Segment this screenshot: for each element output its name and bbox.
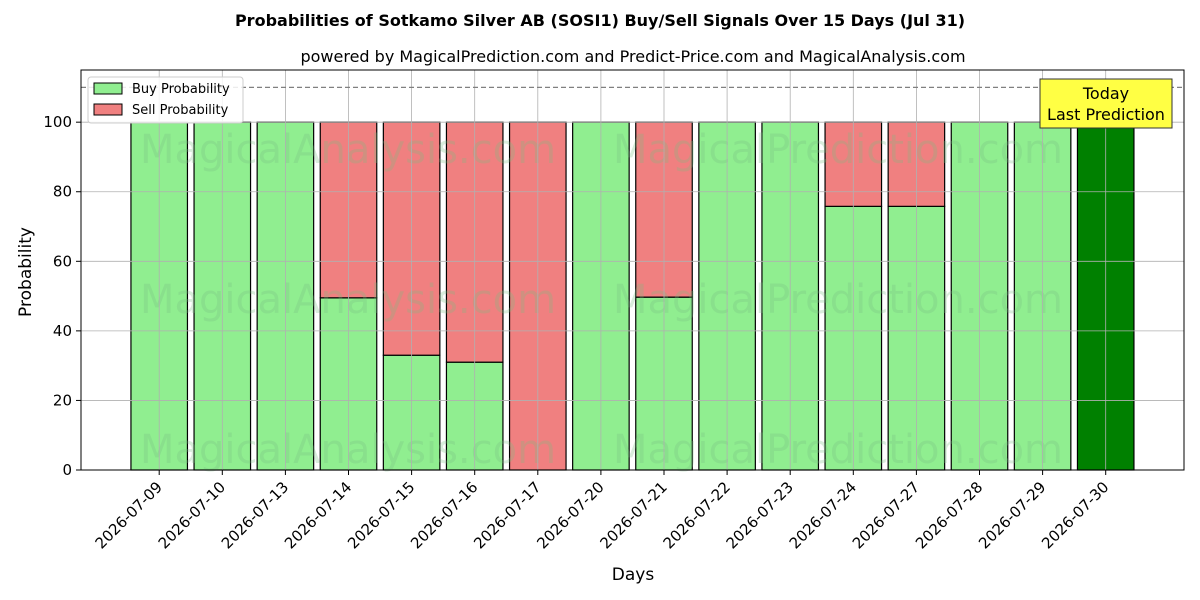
y-tick-label: 20 [53, 391, 72, 409]
legend-label: Buy Probability [132, 82, 230, 97]
y-axis-label: Probability [16, 227, 36, 317]
y-tick-label: 40 [53, 322, 72, 340]
today-box [1039, 78, 1173, 129]
y-tick-label: 60 [53, 252, 72, 270]
chart-title: Probabilities of Sotkamo Silver AB (SOSI… [235, 11, 965, 30]
legend-label: Sell Probability [132, 103, 229, 118]
legend-swatch [93, 103, 123, 116]
plot-frame [80, 69, 1185, 471]
y-tick-label: 0 [62, 461, 72, 479]
watermark-text: MagicalPrediction.com [613, 127, 1063, 173]
x-axis-label: Days [612, 565, 655, 585]
y-tick-label: 100 [43, 113, 72, 131]
today-annotation: Today Last Prediction [1039, 78, 1173, 129]
watermark-text: MagicalAnalysis.com [140, 277, 556, 323]
today-label: Last Prediction [1047, 105, 1165, 124]
watermark-text: MagicalPrediction.com [613, 427, 1063, 473]
legend-swatch [93, 82, 123, 95]
legend: Buy Probability Sell Probability [87, 76, 244, 124]
y-tick-label: 80 [53, 183, 72, 201]
watermark-text: MagicalAnalysis.com [140, 427, 556, 473]
today-label: Today [1082, 84, 1129, 103]
chart-subtitle: powered by MagicalPrediction.com and Pre… [300, 47, 965, 66]
legend-box [87, 76, 244, 124]
watermark-text: MagicalAnalysis.com [140, 127, 556, 173]
watermark-layer: MagicalAnalysis.com MagicalPrediction.com… [140, 127, 1063, 473]
watermark-text: MagicalPrediction.com [613, 277, 1063, 323]
